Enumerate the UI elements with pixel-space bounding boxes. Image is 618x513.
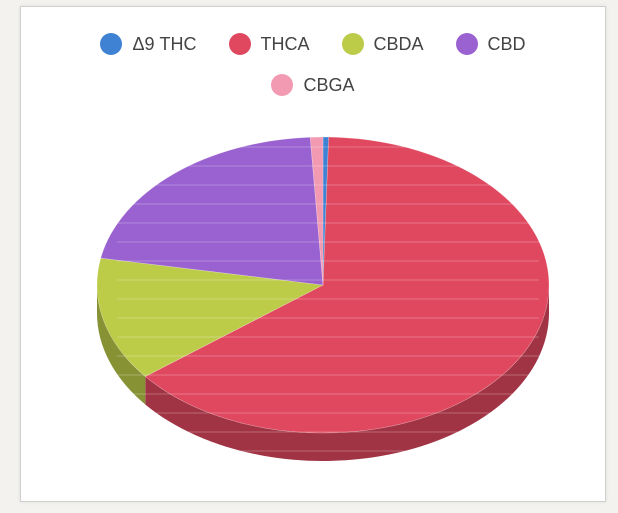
pie-slice-side — [97, 285, 146, 405]
legend-label: THCA — [260, 34, 310, 54]
legend-label: CBD — [487, 34, 526, 54]
chart-frame: Δ9 THC THCA CBDA CBD CBGA — [20, 6, 606, 502]
legend-item[interactable]: THCA — [228, 27, 310, 61]
legend-swatch — [271, 74, 294, 96]
pie-chart — [96, 136, 550, 462]
pie-slice[interactable] — [309, 136, 324, 286]
pie-slice[interactable] — [144, 136, 550, 434]
pie-slice[interactable] — [322, 136, 329, 286]
legend-item[interactable]: CBGA — [271, 68, 355, 102]
pie-slice-side — [145, 285, 549, 462]
legend-swatch — [455, 33, 478, 55]
legend-swatch — [341, 33, 364, 55]
legend-item[interactable]: CBDA — [341, 27, 424, 61]
legend-label: CBGA — [303, 75, 355, 95]
chart-legend: Δ9 THC THCA CBDA CBD CBGA — [21, 27, 605, 109]
legend-swatch — [228, 33, 251, 55]
legend-item[interactable]: Δ9 THC — [100, 27, 197, 61]
pie-slice[interactable] — [96, 257, 325, 377]
legend-label: CBDA — [373, 34, 424, 54]
legend-swatch — [100, 33, 123, 55]
pie-slice[interactable] — [100, 136, 324, 286]
legend-label: Δ9 THC — [132, 34, 197, 54]
pie-side-walls — [97, 285, 549, 462]
legend-item[interactable]: CBD — [455, 27, 526, 61]
